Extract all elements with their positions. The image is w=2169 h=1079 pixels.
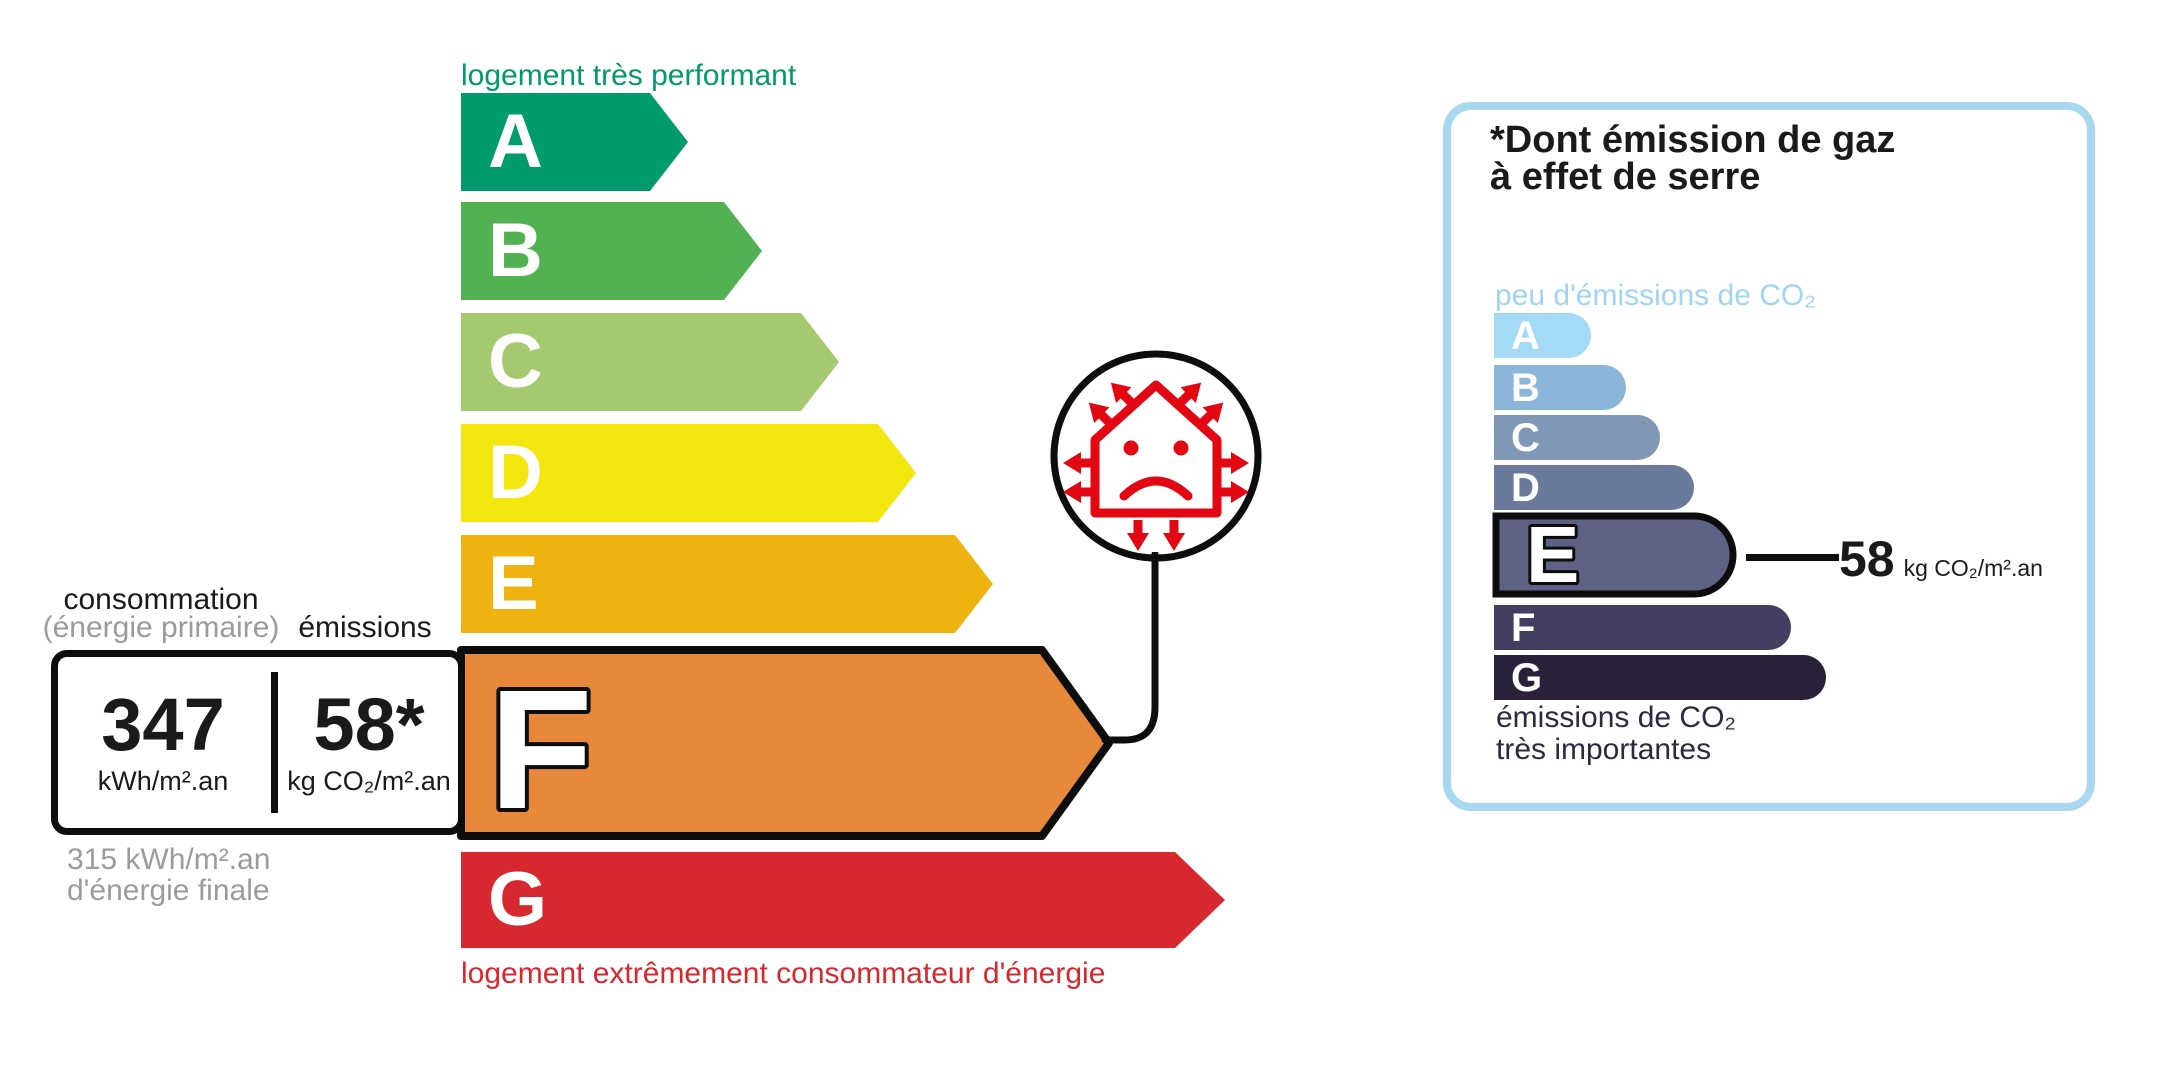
emissions-unit: kg CO₂/m².an	[287, 766, 451, 796]
co2-value: 58	[1839, 531, 1895, 587]
energy-bar-c: C	[461, 313, 839, 411]
co2-bar-a: A	[1494, 313, 1591, 358]
sad-face	[1119, 440, 1193, 501]
primary-energy-subheader: (énergie primaire)	[42, 611, 280, 644]
energy-bar-g: G	[461, 852, 1225, 948]
co2-grade-letter-a: A	[1511, 313, 1540, 358]
energy-consumption-unit: kWh/m².an	[97, 766, 229, 796]
sad-house-icon	[1050, 350, 1262, 562]
house-outline	[1090, 380, 1222, 518]
co2-top-label: peu d'émissions de CO₂	[1495, 279, 1816, 312]
co2-value-group: 58 kg CO₂/m².an	[1839, 534, 2043, 584]
co2-panel: *Dont émission de gaz à effet de serre p…	[1443, 102, 2095, 811]
box-divider	[271, 672, 278, 813]
co2-grade-letter-b: B	[1511, 365, 1540, 410]
energy-consumption-value: 347	[101, 683, 225, 766]
co2-bar-b: B	[1494, 365, 1626, 410]
co2-bar-e-current: E	[1492, 512, 1737, 598]
energy-grade-letter-c: C	[488, 319, 543, 404]
co2-bar-c: C	[1494, 415, 1660, 460]
co2-bottom-label: émissions de CO₂ très importantes	[1496, 702, 1736, 766]
energy-top-label: logement très performant	[461, 59, 797, 92]
consumption-header: consommation	[63, 583, 259, 616]
co2-bottom-line1: émissions de CO₂	[1496, 701, 1737, 734]
energy-bar-e: E	[461, 535, 993, 633]
co2-grade-letter-c: C	[1511, 415, 1540, 460]
co2-grade-letter-f: F	[1511, 605, 1536, 650]
connector-line	[1101, 552, 1159, 744]
co2-bar-d: D	[1494, 465, 1694, 510]
emissions-header: émissions	[298, 611, 432, 644]
energy-bar-d: D	[461, 424, 916, 522]
energy-bottom-label: logement extrêmement consommateur d'éner…	[461, 957, 1106, 990]
energy-grade-letter-g: G	[488, 857, 548, 942]
energy-bar-f-current: F	[457, 646, 1113, 840]
energy-grade-letter-e: E	[488, 541, 539, 626]
co2-value-unit: kg CO₂/m².an	[1903, 555, 2043, 581]
energy-grade-letter-a: A	[488, 99, 543, 184]
energy-grade-letter-b: B	[488, 208, 543, 293]
co2-bottom-line2: très importantes	[1496, 733, 1712, 766]
energy-grade-letter-d: D	[488, 430, 543, 515]
co2-bar-f: F	[1494, 605, 1791, 650]
co2-grade-letter-d: D	[1511, 465, 1540, 510]
energy-bar-a: A	[461, 93, 688, 191]
energy-bar-b: B	[461, 202, 762, 300]
energy-grade-letter-f: F	[489, 655, 593, 840]
co2-title-line2: à effet de serre	[1490, 156, 1761, 198]
co2-panel-title: *Dont émission de gaz à effet de serre	[1490, 119, 1896, 198]
final-energy-line1: 315 kWh/m².an	[67, 843, 271, 876]
co2-title-line1: *Dont émission de gaz	[1490, 119, 1896, 161]
co2-bar-e-shape	[1492, 512, 1737, 598]
final-energy-line2: d'énergie finale	[67, 874, 270, 907]
co2-grade-letter-e: E	[1526, 512, 1579, 598]
emissions-value: 58*	[313, 683, 425, 766]
consumption-box: 347 kWh/m².an 58* kg CO₂/m².an	[51, 650, 465, 835]
final-energy-note: 315 kWh/m².an d'énergie finale	[67, 844, 270, 906]
co2-grade-letter-g: G	[1511, 655, 1543, 700]
co2-bar-g: G	[1494, 655, 1826, 700]
co2-value-callout-line	[1746, 554, 1839, 561]
